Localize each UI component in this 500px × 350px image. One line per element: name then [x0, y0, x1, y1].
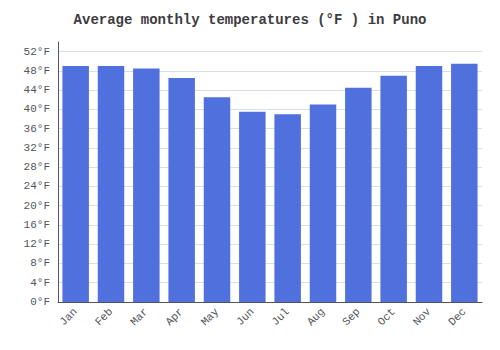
svg-text:44°F: 44°F: [24, 84, 50, 96]
svg-text:Aug: Aug: [305, 306, 327, 328]
svg-text:Mar: Mar: [128, 306, 150, 328]
svg-text:May: May: [199, 305, 222, 328]
svg-text:28°F: 28°F: [24, 161, 50, 173]
svg-text:4°F: 4°F: [30, 277, 50, 289]
svg-text:Dec: Dec: [446, 306, 468, 328]
svg-text:40°F: 40°F: [24, 103, 50, 115]
svg-text:48°F: 48°F: [24, 65, 50, 77]
svg-text:32°F: 32°F: [24, 142, 50, 154]
svg-text:0°F: 0°F: [30, 296, 50, 308]
svg-text:Sep: Sep: [340, 306, 362, 328]
svg-text:24°F: 24°F: [24, 180, 50, 192]
svg-text:Jan: Jan: [57, 306, 79, 328]
svg-text:20°F: 20°F: [24, 200, 50, 212]
svg-text:Jul: Jul: [269, 306, 291, 328]
svg-text:Jun: Jun: [234, 306, 256, 328]
svg-text:16°F: 16°F: [24, 219, 50, 231]
svg-text:52°F: 52°F: [24, 46, 50, 58]
svg-text:Oct: Oct: [375, 306, 397, 328]
svg-text:Feb: Feb: [93, 306, 115, 328]
svg-text:12°F: 12°F: [24, 238, 50, 250]
svg-text:Average monthly temperatures (: Average monthly temperatures (°F ) in Pu…: [74, 12, 427, 28]
svg-text:Apr: Apr: [163, 306, 185, 328]
svg-text:Nov: Nov: [411, 305, 434, 328]
svg-text:36°F: 36°F: [24, 123, 50, 135]
svg-text:8°F: 8°F: [30, 257, 50, 269]
